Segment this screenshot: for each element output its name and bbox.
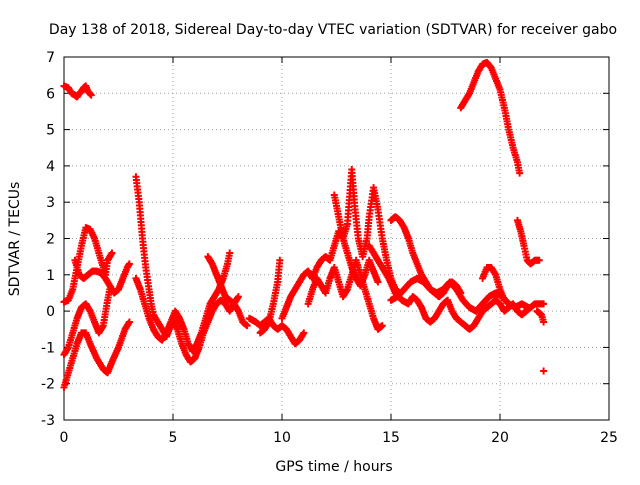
x-tick-label: 0 (60, 430, 69, 446)
x-tick-label: 15 (382, 430, 400, 446)
data-point (378, 322, 386, 330)
y-tick-label: -3 (41, 413, 55, 429)
x-tick-label: 25 (600, 430, 618, 446)
chart-title: Day 138 of 2018, Sidereal Day-to-day VTE… (49, 22, 617, 38)
series-arc-j (256, 256, 284, 337)
data-point (540, 367, 548, 375)
series-arc-u (540, 367, 548, 375)
data-point (500, 296, 508, 304)
data-point (516, 169, 524, 177)
series-arc-m (330, 191, 382, 290)
series-arc-k (278, 166, 404, 322)
series-arc-e (71, 256, 133, 297)
series-arc-a (60, 82, 95, 101)
y-tick-label: -2 (41, 377, 55, 393)
data-point (374, 278, 382, 286)
y-tick-label: 3 (46, 195, 55, 211)
y-tick-label: -1 (41, 340, 55, 356)
y-tick-label: 5 (46, 123, 55, 139)
data-point (87, 91, 95, 99)
data-point (234, 293, 242, 301)
series-arc-g (132, 249, 234, 355)
data-point (125, 318, 133, 326)
data-point (276, 256, 284, 264)
data-point (226, 249, 234, 257)
y-axis-label: SDTVAR / TECUs (7, 182, 23, 297)
data-point (108, 249, 116, 257)
y-tick-label: 7 (46, 50, 55, 66)
data-point (535, 256, 543, 264)
y-tick-label: 0 (46, 304, 55, 320)
series-arc-t (533, 307, 548, 326)
series-arc-h (204, 253, 251, 330)
y-tick-label: 4 (46, 159, 55, 175)
x-tick-label: 5 (169, 430, 178, 446)
data-point (524, 303, 532, 311)
series-arc-q (457, 58, 524, 177)
series-arc-i (245, 314, 308, 348)
y-tick-label: 6 (46, 86, 55, 102)
data-point (540, 318, 548, 326)
data-point (300, 329, 308, 337)
data-point (243, 322, 251, 330)
x-axis-label: GPS time / hours (275, 459, 392, 475)
series-arc-p (387, 274, 532, 315)
x-tick-label: 10 (273, 430, 291, 446)
series-arc-s (513, 216, 543, 268)
y-tick-label: 1 (46, 268, 55, 284)
x-tick-label: 20 (491, 430, 509, 446)
series-arc-c (60, 285, 114, 359)
series-arc-b (60, 224, 116, 306)
axes: 0 5 10 15 20 25 -3 -2 -1 0 1 2 3 4 5 6 7 (41, 50, 618, 446)
series-arc-d (60, 318, 133, 391)
y-tick-label: 2 (46, 232, 55, 248)
series-arc-r (479, 264, 508, 304)
data-point (540, 300, 548, 308)
data-points (60, 58, 548, 391)
data-point (125, 260, 133, 268)
